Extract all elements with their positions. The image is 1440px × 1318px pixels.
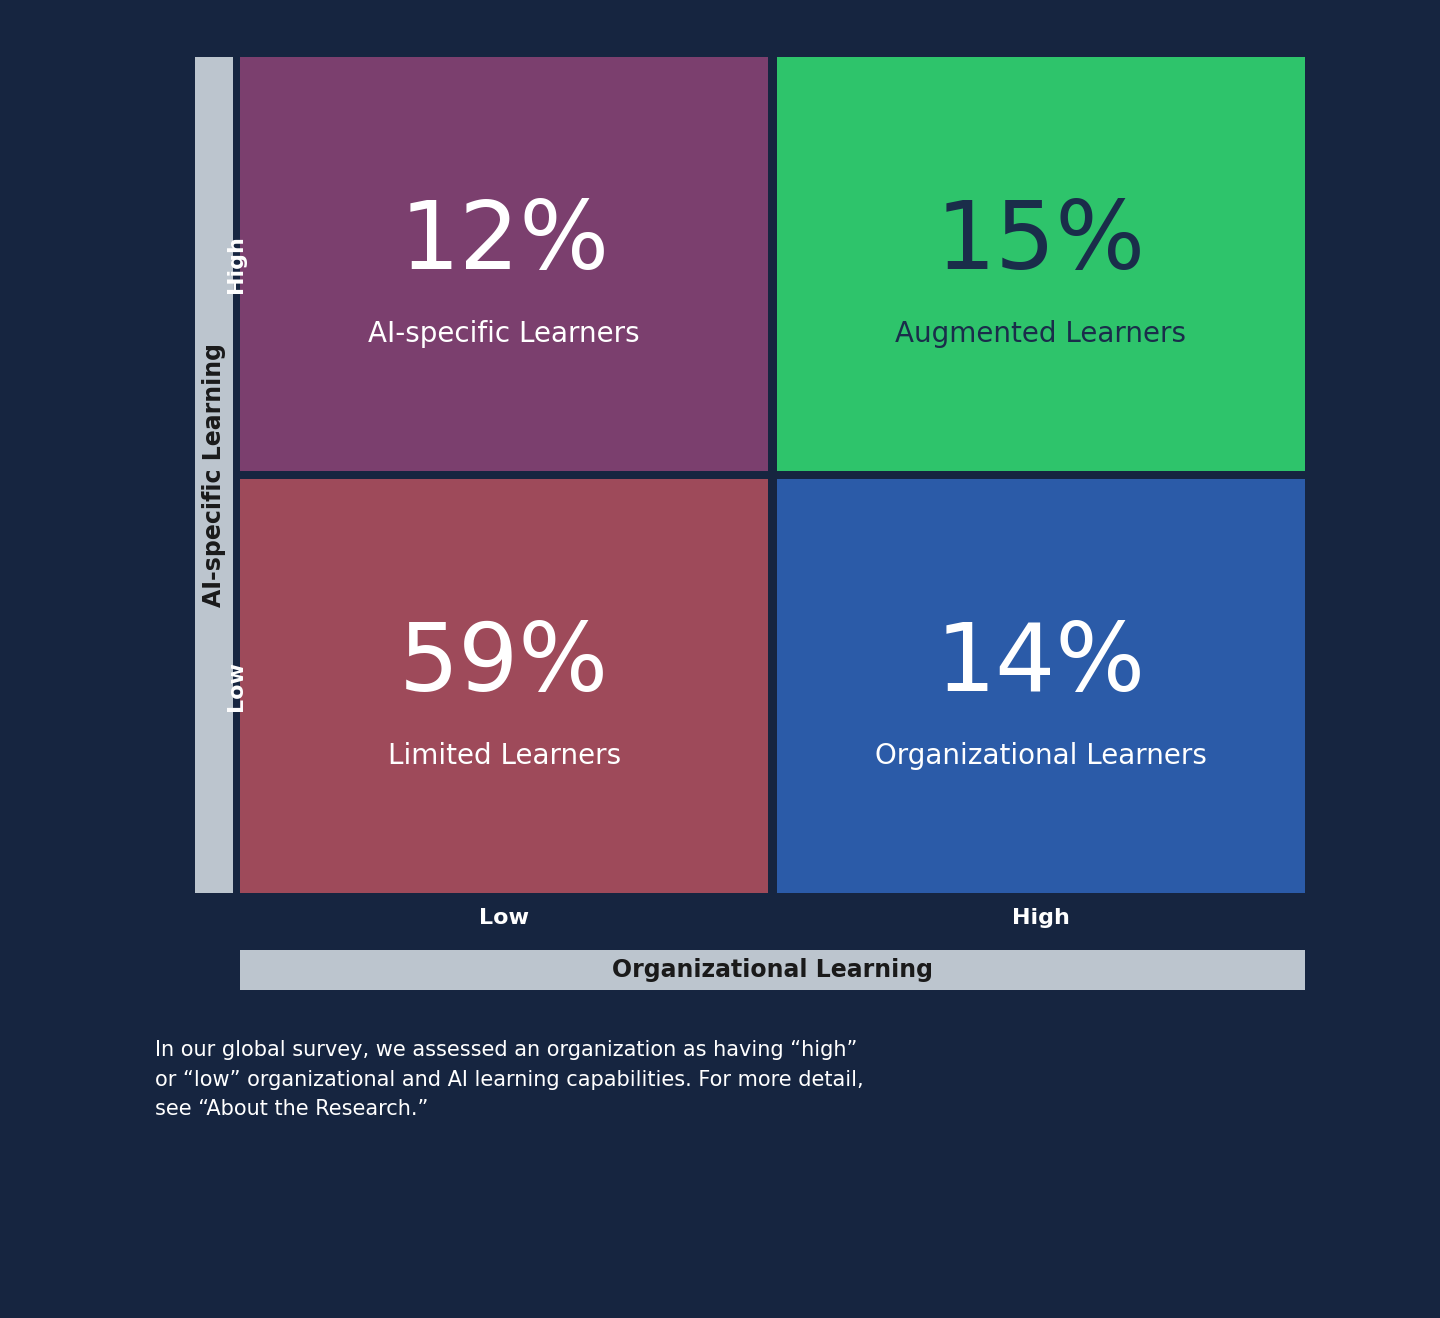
Text: Organizational Learning: Organizational Learning [612,958,933,982]
Text: Limited Learners: Limited Learners [387,742,621,771]
Text: 15%: 15% [936,198,1146,289]
Text: In our global survey, we assessed an organization as having “high”
or “low” orga: In our global survey, we assessed an org… [156,1040,864,1119]
Text: Low: Low [480,908,530,928]
Text: AI-specific Learning: AI-specific Learning [202,343,226,608]
Text: Low: Low [226,662,246,710]
Text: Augmented Learners: Augmented Learners [896,320,1187,348]
Text: 59%: 59% [399,619,609,712]
Text: AI-specific Learners: AI-specific Learners [369,320,639,348]
Text: High: High [1012,908,1070,928]
Text: 12%: 12% [399,198,609,289]
Text: 14%: 14% [936,619,1146,712]
Text: High: High [226,235,246,293]
Text: Organizational Learners: Organizational Learners [876,742,1207,771]
